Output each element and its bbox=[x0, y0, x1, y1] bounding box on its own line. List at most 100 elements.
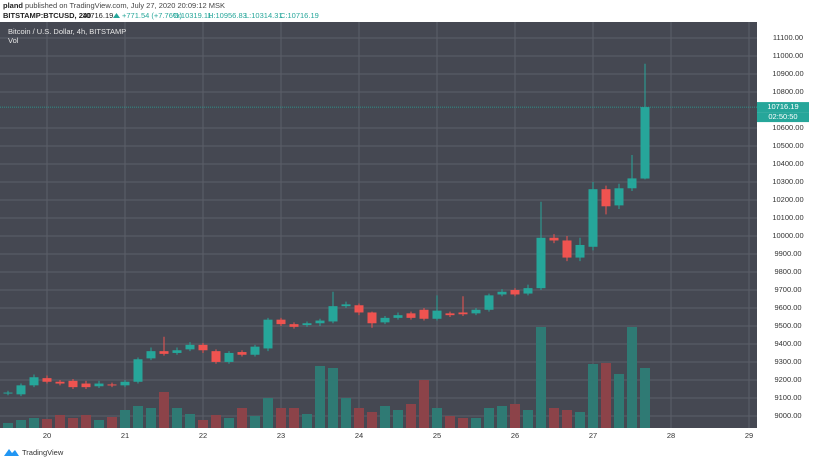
volume-bar bbox=[627, 327, 637, 428]
ohlc-high: H:10956.83 bbox=[208, 11, 247, 20]
volume-bar bbox=[380, 406, 390, 428]
volume-bar bbox=[588, 364, 598, 428]
candle-body bbox=[614, 188, 624, 206]
candle-body bbox=[380, 317, 390, 323]
volume-bar bbox=[120, 410, 130, 428]
volume-bar bbox=[107, 417, 117, 428]
y-tick-label: 9500.00 bbox=[774, 321, 801, 330]
candle-body bbox=[419, 309, 429, 319]
candle-body bbox=[484, 295, 494, 310]
candle-body bbox=[341, 304, 351, 307]
y-tick-label: 10400.00 bbox=[772, 159, 803, 168]
volume-bar bbox=[237, 408, 247, 428]
volume-bar bbox=[510, 404, 520, 428]
volume-bar bbox=[29, 418, 39, 428]
candle-body bbox=[601, 189, 611, 207]
volume-bar bbox=[16, 420, 26, 428]
candle-body bbox=[406, 313, 416, 318]
y-tick-label: 10900.00 bbox=[772, 69, 803, 78]
last-price: 10716.19 bbox=[82, 11, 113, 20]
countdown-box bbox=[757, 112, 809, 123]
volume-bar bbox=[419, 380, 429, 428]
candle-body bbox=[68, 380, 78, 388]
x-tick-label: 22 bbox=[199, 431, 207, 440]
candle-body bbox=[536, 237, 546, 289]
candle-body bbox=[198, 344, 208, 351]
candle-body bbox=[172, 350, 182, 353]
volume-bar bbox=[133, 406, 143, 428]
candle-body bbox=[263, 319, 273, 349]
candle-body bbox=[562, 240, 572, 258]
volume-bar bbox=[250, 416, 260, 428]
candle-body bbox=[302, 323, 312, 326]
candle-body bbox=[354, 305, 364, 313]
candle-body bbox=[458, 312, 468, 315]
y-tick-label: 9900.00 bbox=[774, 249, 801, 258]
candle-body bbox=[120, 381, 130, 386]
volume-bar bbox=[302, 414, 312, 428]
volume-bar bbox=[42, 419, 52, 428]
candle-body bbox=[627, 178, 637, 189]
volume-bar bbox=[536, 327, 546, 428]
volume-bar bbox=[328, 368, 338, 428]
volume-bar bbox=[393, 410, 403, 428]
candle-body bbox=[29, 377, 39, 386]
candle-body bbox=[575, 244, 585, 258]
candle-body bbox=[588, 189, 598, 247]
y-tick-label: 10100.00 bbox=[772, 213, 803, 222]
candle-body bbox=[549, 237, 559, 241]
x-tick-label: 27 bbox=[589, 431, 597, 440]
volume-bar bbox=[146, 408, 156, 428]
x-tick-label: 21 bbox=[121, 431, 129, 440]
logo-icon bbox=[4, 449, 19, 456]
x-tick-label: 25 bbox=[433, 431, 441, 440]
candle-body bbox=[3, 392, 13, 394]
x-tick-label: 28 bbox=[667, 431, 675, 440]
price-axis bbox=[757, 22, 820, 428]
author: pland bbox=[3, 1, 23, 10]
countdown-label: 02:50:50 bbox=[768, 112, 797, 121]
candle-body bbox=[445, 313, 455, 316]
candle-body bbox=[81, 383, 91, 388]
volume-bar bbox=[445, 416, 455, 428]
candle-body bbox=[250, 346, 260, 355]
candle-body bbox=[107, 384, 117, 386]
candle-body bbox=[640, 107, 650, 179]
volume-bar bbox=[185, 414, 195, 428]
volume-bar bbox=[640, 368, 650, 428]
chart-pane bbox=[0, 22, 757, 428]
volume-bar bbox=[341, 398, 351, 428]
volume-bar bbox=[172, 408, 182, 428]
ohlc-open: O:10319.11 bbox=[173, 11, 212, 20]
y-tick-label: 11000.00 bbox=[773, 51, 804, 60]
volume-bar bbox=[315, 366, 325, 428]
candle-body bbox=[237, 352, 247, 355]
footer-brand: TradingView bbox=[22, 448, 64, 457]
y-tick-label: 10000.00 bbox=[772, 231, 803, 240]
change: +771.54 (+7.76%) bbox=[122, 11, 183, 20]
volume-bar bbox=[3, 423, 13, 428]
volume-bar bbox=[523, 410, 533, 428]
x-tick-label: 23 bbox=[277, 431, 285, 440]
candle-body bbox=[55, 381, 65, 384]
candle-body bbox=[16, 385, 26, 395]
y-tick-label: 9800.00 bbox=[774, 267, 801, 276]
x-tick-label: 29 bbox=[745, 431, 753, 440]
volume-bar bbox=[406, 404, 416, 428]
y-tick-label: 10600.00 bbox=[772, 123, 803, 132]
volume-label: Vol bbox=[8, 36, 19, 45]
y-tick-label: 10300.00 bbox=[772, 177, 803, 186]
candle-body bbox=[393, 315, 403, 318]
candle-body bbox=[224, 352, 234, 362]
candle-body bbox=[367, 312, 377, 324]
x-tick-label: 20 bbox=[43, 431, 51, 440]
candle-body bbox=[289, 324, 299, 327]
volume-bar bbox=[497, 406, 507, 428]
up-arrow bbox=[113, 13, 120, 18]
footer-logo: TradingView bbox=[4, 448, 64, 457]
y-tick-label: 9100.00 bbox=[774, 393, 801, 402]
y-tick-label: 9600.00 bbox=[774, 303, 801, 312]
volume-bar bbox=[94, 420, 104, 428]
y-tick-label: 10800.00 bbox=[772, 87, 803, 96]
